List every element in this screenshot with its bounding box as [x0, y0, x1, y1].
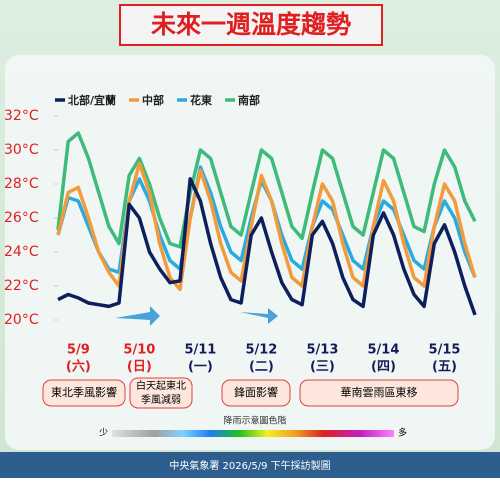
x-tick-weekday: (四): [371, 360, 396, 375]
plot: 20°C 22°C 24°C 26°C 28°C 30°C 32°C 5/9(六) 5/10 (日…: [4, 93, 477, 375]
annotation-box: [299, 379, 459, 407]
rain-scale-low: 少: [99, 428, 108, 439]
footer: 中央氣象署 2026/5/9 下午採訪製圖: [169, 459, 330, 472]
x-tick-label: 5/13: [306, 343, 338, 358]
legend-label: 南部: [238, 93, 260, 107]
x-tick-weekday: (二): [249, 360, 274, 375]
arrow: [240, 308, 278, 324]
annotation-box: [221, 379, 291, 407]
legend-label: 中部: [142, 93, 164, 107]
x-tick-weekday: (日): [127, 360, 152, 375]
x-tick-weekday: (六): [66, 359, 91, 375]
x-tick-label: 5/10: [123, 343, 155, 358]
arrow: [115, 306, 160, 326]
rain-scale-high: 多: [398, 427, 407, 439]
x-tick-weekday: (五): [432, 360, 457, 375]
y-tick-label: 20°C: [4, 312, 39, 328]
line-series: [57, 177, 477, 316]
y-tick-label: 30°C: [4, 142, 39, 158]
legend-label: 花東: [190, 93, 213, 107]
x-tick-weekday: (一): [188, 360, 213, 375]
x-tick-label: 5/15: [429, 343, 461, 358]
chart-title: 未來一週溫度趨勢: [151, 10, 351, 39]
y-tick-label: 28°C: [4, 176, 39, 192]
annotation: 白天起東北: [136, 379, 186, 392]
x-tick-label: 5/14: [368, 343, 400, 358]
rain-scale: [112, 430, 394, 437]
x-tick-weekday: (三): [310, 360, 335, 375]
annotation-box: [42, 379, 126, 407]
annotation: 鋒面影響: [234, 385, 278, 399]
annotation: 東北季風影響: [51, 385, 117, 399]
y-tick-label: 22°C: [4, 278, 39, 294]
x-tick-label: 5/9: [67, 343, 90, 358]
annotation-box: [129, 377, 193, 409]
x-tick-label: 5/11: [184, 343, 216, 358]
x-tick-label: 5/12: [245, 343, 277, 358]
y-tick-label: 26°C: [4, 210, 39, 226]
legend-label: 北部/宜蘭: [68, 93, 116, 107]
footer-band: [0, 452, 500, 478]
rain-scale-title: 降雨示意圖色階: [223, 415, 286, 427]
y-tick-label: 32°C: [4, 108, 39, 124]
line-series: [56, 131, 477, 249]
annotation: 季風減弱: [141, 393, 181, 406]
annotation: 華南雲雨區東移: [341, 386, 418, 399]
y-tick-label: 24°C: [4, 244, 39, 260]
title-box: [119, 4, 383, 46]
